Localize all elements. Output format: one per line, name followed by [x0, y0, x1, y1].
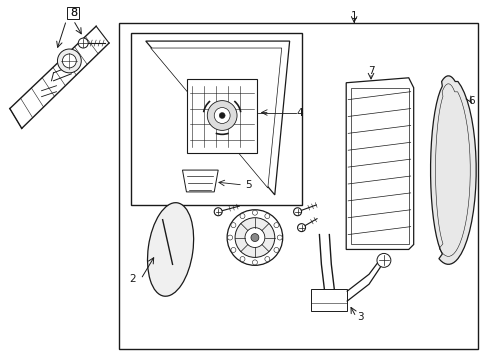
Text: 6: 6	[467, 96, 473, 105]
Bar	[67, 7, 79, 19]
Text: 2: 2	[129, 274, 136, 284]
Circle shape	[235, 218, 274, 257]
Circle shape	[207, 100, 237, 130]
Bar	[187, 79, 256, 153]
Circle shape	[57, 49, 81, 73]
Text: 7: 7	[367, 66, 373, 76]
Circle shape	[273, 223, 278, 228]
Circle shape	[293, 208, 301, 216]
Circle shape	[214, 108, 230, 123]
Text: 3: 3	[356, 312, 363, 322]
Circle shape	[376, 253, 390, 267]
Polygon shape	[346, 78, 413, 249]
Circle shape	[297, 224, 305, 231]
Polygon shape	[150, 48, 281, 188]
Circle shape	[219, 113, 224, 118]
Circle shape	[250, 234, 258, 242]
Circle shape	[62, 54, 76, 68]
Text: 5: 5	[244, 180, 251, 190]
Circle shape	[230, 247, 235, 252]
Ellipse shape	[147, 203, 193, 296]
Bar	[131, 33, 301, 205]
Text: 8: 8	[70, 8, 77, 18]
Bar	[311, 289, 346, 311]
Text: 4: 4	[296, 108, 303, 117]
Circle shape	[252, 260, 257, 265]
Circle shape	[264, 257, 269, 261]
Bar	[119, 23, 477, 349]
Polygon shape	[145, 41, 289, 195]
Polygon shape	[182, 170, 218, 192]
Circle shape	[214, 208, 222, 216]
Circle shape	[264, 213, 269, 219]
Bar	[350, 88, 408, 244]
Circle shape	[240, 213, 244, 219]
Text: 8: 8	[70, 8, 77, 18]
Polygon shape	[430, 76, 475, 264]
Text: 1: 1	[350, 11, 357, 21]
Circle shape	[226, 210, 282, 265]
Circle shape	[230, 223, 235, 228]
Circle shape	[227, 235, 232, 240]
Circle shape	[244, 228, 264, 247]
Circle shape	[273, 247, 278, 252]
Circle shape	[277, 235, 282, 240]
Circle shape	[240, 257, 244, 261]
Circle shape	[252, 210, 257, 215]
Circle shape	[78, 38, 88, 48]
